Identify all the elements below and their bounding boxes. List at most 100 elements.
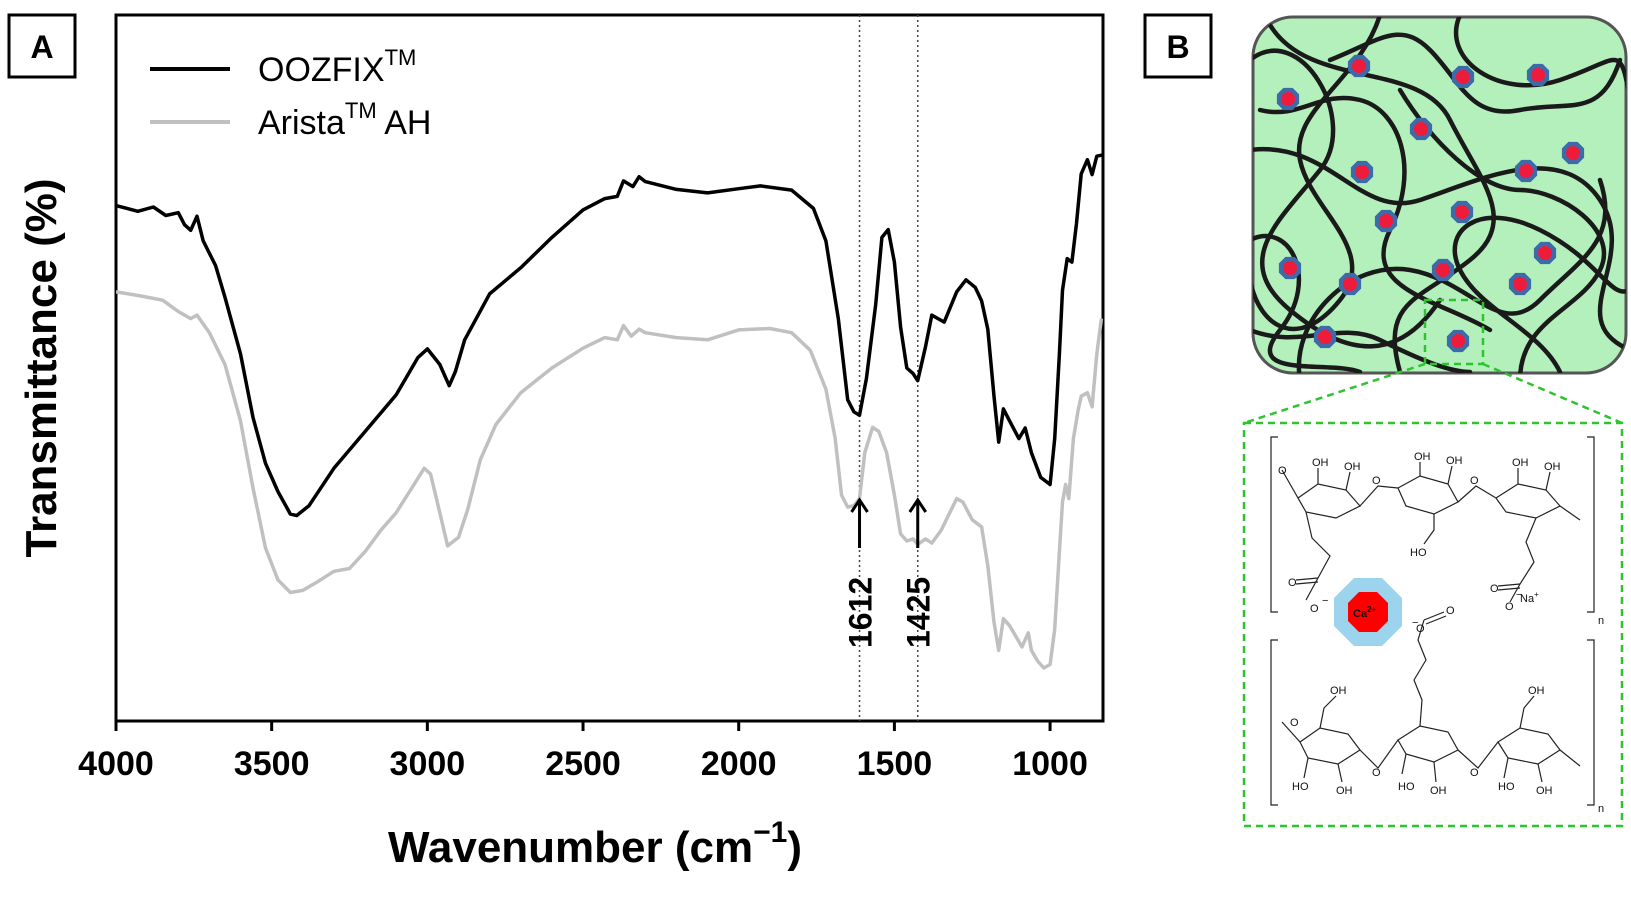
panel-a-label: A bbox=[30, 29, 53, 65]
calcium-ion-center bbox=[1455, 205, 1469, 219]
ring-top-3 bbox=[1495, 483, 1561, 519]
annotation-label-1612: 1612 bbox=[843, 577, 879, 648]
polymer-strand bbox=[1253, 327, 1473, 373]
calcium-ion-center bbox=[1566, 146, 1580, 160]
calcium-ion bbox=[1508, 272, 1532, 296]
plot-frame bbox=[114, 13, 1105, 723]
peak-annotations: 1612 1425 bbox=[843, 497, 937, 648]
calcium-ion bbox=[1451, 65, 1475, 89]
link-bottom-a bbox=[1281, 721, 1301, 743]
calcium-ion-center bbox=[1531, 68, 1545, 82]
link-top-c bbox=[1457, 485, 1497, 503]
x-tick-label-1000: 1000 bbox=[1012, 745, 1088, 783]
legend: OOZFIXTM AristaTM AH bbox=[150, 45, 432, 142]
calcium-ion bbox=[1338, 272, 1362, 296]
oxygen-label: O bbox=[1446, 605, 1455, 617]
calcium-ion-center bbox=[1318, 330, 1332, 344]
charge-label: − bbox=[1516, 589, 1522, 601]
ring-bottom-2 bbox=[1397, 725, 1459, 763]
hydroxyl-label: OH bbox=[1528, 685, 1545, 697]
polymer-strand bbox=[1296, 177, 1608, 373]
bracket-bottom-left bbox=[1270, 639, 1278, 806]
oxygen-label: O bbox=[1470, 475, 1479, 487]
x-axis-title: Wavenumber (cm−1) bbox=[388, 816, 802, 872]
polymer-strand bbox=[1453, 17, 1626, 103]
y-axis-title: Transmittance (%) bbox=[17, 179, 66, 558]
oxygen-label: O bbox=[1416, 623, 1425, 635]
oxygen-label: O bbox=[1290, 717, 1299, 729]
annotation-arrow-1425 bbox=[908, 497, 927, 548]
hydroxyl-label: HO bbox=[1292, 781, 1309, 793]
arm-top-left bbox=[1305, 511, 1331, 601]
x-tick-label-1500: 1500 bbox=[857, 745, 933, 783]
bracket-top-right bbox=[1587, 436, 1595, 613]
hydroxyl-label: OH bbox=[1344, 461, 1361, 473]
calcium-ion-center bbox=[1281, 92, 1295, 106]
ring-top-1 bbox=[1297, 483, 1361, 519]
charge-label: − bbox=[1322, 595, 1328, 607]
hydroxyl-label: OH bbox=[1512, 457, 1529, 469]
repeat-n-label: n bbox=[1598, 615, 1604, 627]
calcium-ion bbox=[1526, 63, 1550, 87]
crosslink-schematic: B bbox=[1143, 13, 1628, 828]
hydroxyl-label: HO bbox=[1410, 547, 1427, 559]
calcium-ion-center bbox=[1456, 70, 1470, 84]
oxygen-label: O bbox=[1470, 767, 1479, 779]
calcium-ion bbox=[1431, 258, 1455, 282]
link-top-a bbox=[1281, 469, 1299, 499]
polymer-strand bbox=[1452, 215, 1626, 373]
calcium-label: Ca2+ bbox=[1353, 605, 1377, 620]
calcium-ion-center bbox=[1343, 277, 1357, 291]
bracket-top-left bbox=[1270, 436, 1278, 613]
series-line-oozfix bbox=[116, 153, 1103, 518]
x-tick-label-3500: 3500 bbox=[234, 745, 310, 783]
annotation-label-1425: 1425 bbox=[901, 577, 937, 648]
x-tick-label-3000: 3000 bbox=[390, 745, 466, 783]
calcium-ion-center bbox=[1414, 122, 1428, 136]
oxygen-label: O bbox=[1278, 465, 1287, 477]
zoom-source-box bbox=[1423, 298, 1485, 366]
oxygen-label: O bbox=[1310, 603, 1319, 615]
calcium-ion-center bbox=[1355, 165, 1369, 179]
hydroxyl-label: OH bbox=[1536, 785, 1553, 797]
panel-a-label-box bbox=[7, 13, 77, 79]
calcium-ion bbox=[1276, 87, 1300, 111]
bracket-bottom-right bbox=[1587, 639, 1595, 806]
arm-bottom bbox=[1413, 619, 1427, 727]
calcium-ion-core bbox=[1348, 592, 1388, 632]
calcium-ions bbox=[1276, 54, 1585, 353]
calcium-ion-center bbox=[1379, 214, 1393, 228]
carbonyl-bottom bbox=[1423, 611, 1447, 625]
link-top-b bbox=[1359, 485, 1399, 507]
oxygen-label: O bbox=[1372, 767, 1381, 779]
ring-bottom-1 bbox=[1299, 727, 1361, 765]
x-tick-label-2000: 2000 bbox=[701, 745, 777, 783]
hydroxyl-label: OH bbox=[1414, 451, 1431, 463]
calcium-ion bbox=[1313, 325, 1337, 349]
panel-b-label-box bbox=[1143, 13, 1213, 79]
oh-sticks-bottom bbox=[1303, 695, 1543, 783]
panel-b-label: B bbox=[1166, 29, 1189, 65]
calcium-ion bbox=[1561, 141, 1585, 165]
oxygen-label: O bbox=[1288, 577, 1297, 589]
x-ticks: 4000 3500 3000 2500 2000 1500 1000 bbox=[78, 721, 1088, 783]
calcium-ion bbox=[1446, 329, 1470, 353]
ir-spectrum-chart: A 4000 3500 3000 2500 2000 1500 1000 1612 1425 … bbox=[7, 13, 1105, 872]
oxygen-label: O bbox=[1490, 583, 1499, 595]
alginate-structure bbox=[1270, 436, 1595, 806]
polymer-strand bbox=[1257, 95, 1493, 333]
calcium-ion bbox=[1374, 209, 1398, 233]
polymer-strand bbox=[1327, 32, 1623, 114]
calcium-ion bbox=[1278, 256, 1302, 280]
series-group bbox=[116, 153, 1103, 670]
calcium-ion-center bbox=[1513, 277, 1527, 291]
link-bottom-d bbox=[1559, 749, 1581, 767]
calcium-ion bbox=[1450, 200, 1474, 224]
calcium-ion-center bbox=[1538, 246, 1552, 260]
calcium-ion bbox=[1350, 160, 1374, 184]
arm-top-right bbox=[1509, 517, 1537, 603]
hydroxyl-label: OH bbox=[1336, 785, 1353, 797]
sodium-label: Na+ bbox=[1520, 590, 1539, 605]
